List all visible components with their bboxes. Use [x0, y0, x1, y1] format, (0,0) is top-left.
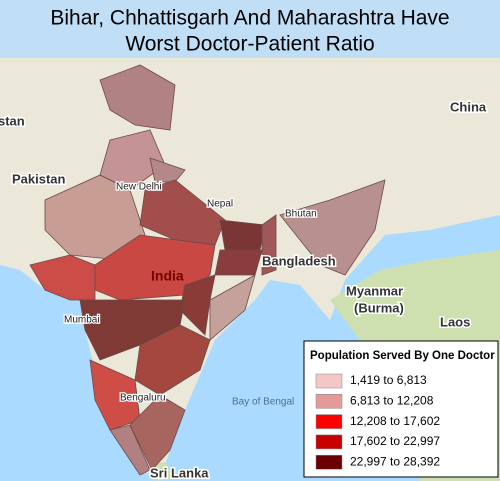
- title-line: Worst Doctor-Patient Ratio: [125, 33, 374, 56]
- map-label: stan: [0, 113, 25, 128]
- map-label: Bhutan: [285, 209, 317, 220]
- legend-box: [303, 340, 499, 478]
- state: [129, 394, 186, 471]
- map-label: China: [450, 99, 487, 114]
- title-band: [0, 0, 500, 58]
- state: [99, 129, 166, 191]
- legend-swatch: [315, 394, 343, 409]
- map-label: Bangladesh: [262, 253, 336, 268]
- legend-swatch: [315, 414, 343, 429]
- map-label: Laos: [440, 314, 470, 329]
- map-label: New Delhi: [116, 182, 162, 193]
- state: [219, 219, 266, 251]
- legend-label: 17,602 to 22,997: [350, 434, 440, 448]
- map-label: Nepal: [207, 199, 233, 210]
- map-label: Bengaluru: [120, 393, 166, 404]
- sri-lanka: [150, 462, 175, 481]
- map-label: (Burma): [354, 300, 404, 315]
- state: [109, 424, 151, 476]
- map-label: Mumbai: [64, 315, 100, 326]
- state: [89, 359, 141, 431]
- legend-label: 1,419 to 6,813: [350, 373, 427, 387]
- legend-label: 6,813 to 12,208: [350, 393, 434, 407]
- state: [209, 274, 256, 341]
- legend-swatch: [315, 373, 343, 389]
- land-shade: [0, 60, 500, 62]
- legend-swatch: [315, 454, 343, 470]
- map-label: India: [151, 268, 184, 284]
- state: [261, 214, 277, 276]
- map-label: Myanmar: [346, 283, 403, 298]
- map-label: Pakistan: [12, 171, 66, 186]
- legend-label: 22,997 to 28,392: [350, 454, 440, 468]
- state: [99, 64, 176, 131]
- legend-swatch: [315, 434, 343, 450]
- legend: Population Served By One Doctor 1,419 to…: [303, 340, 499, 478]
- states: [29, 64, 386, 476]
- state: [279, 179, 386, 276]
- state: [214, 249, 263, 276]
- map-label: Sri Lanka: [150, 465, 209, 480]
- map-label: Bay of Bengal: [232, 397, 294, 408]
- legend-label: 12,208 to 17,602: [350, 414, 440, 428]
- legend-title: Population Served By One Doctor: [310, 350, 495, 362]
- title-line: Bihar, Chhattisgarh And Maharashtra Have: [50, 7, 449, 30]
